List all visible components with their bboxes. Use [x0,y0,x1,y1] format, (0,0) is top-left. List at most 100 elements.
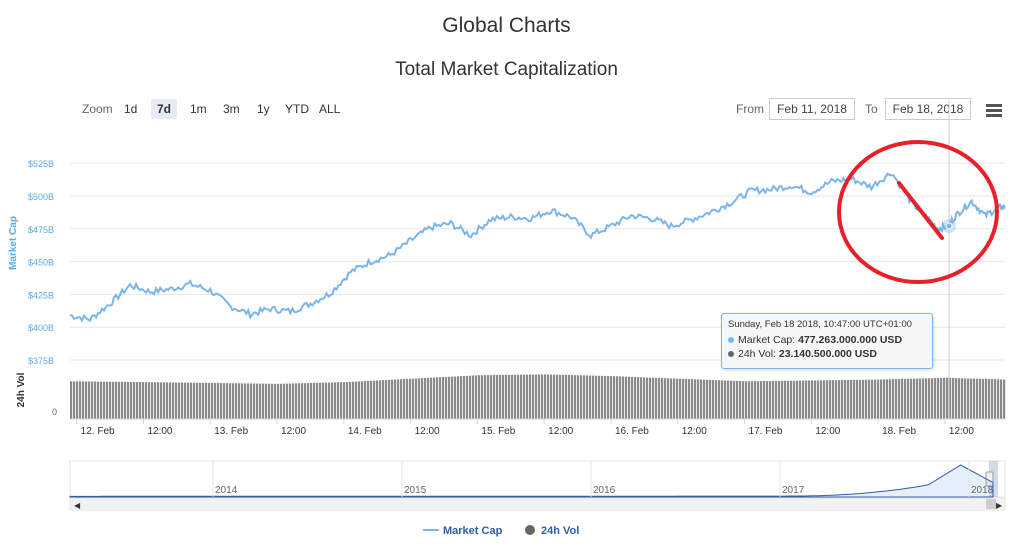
y-tick-label: $500B [28,192,54,202]
volume-bar [151,382,154,419]
volume-bar [499,374,502,419]
volume-bar [604,375,607,419]
hamburger-menu-icon[interactable] [986,104,1002,118]
volume-bar [409,378,412,419]
volume-bar [544,374,547,419]
scroll-left-arrow-icon[interactable]: ◀ [74,501,81,510]
volume-bar [214,383,217,419]
volume-bar [733,380,736,419]
volume-bar [946,377,949,419]
volume-bar [271,383,274,419]
scrollbar-thumb[interactable] [986,499,996,509]
volume-bar [298,383,301,419]
zoom-ytd-button[interactable]: YTD [285,102,309,116]
volume-bar [532,374,535,419]
volume-bar [901,378,904,419]
volume-bar [106,381,109,419]
zoom-1d-button[interactable]: 1d [124,102,138,116]
volume-bar [193,382,196,419]
volume-bar [673,378,676,419]
volume-bar [103,381,106,419]
y-tick-label: $400B [28,323,54,333]
volume-bar [397,379,400,419]
volume-bar [979,378,982,419]
volume-bar [448,376,451,419]
volume-bar [697,379,700,419]
volume-bar [835,380,838,419]
x-tick-label: 14. Feb [348,426,382,437]
volume-bar [130,381,133,419]
from-date-input[interactable]: Feb 11, 2018 [769,98,855,120]
volume-bar [463,376,466,419]
volume-bar [766,380,769,419]
volume-bar [838,380,841,419]
volume-bar [382,380,385,419]
volume-bar [820,380,823,419]
y-tick-label: $525B [28,159,54,169]
volume-bar [142,382,145,419]
volume-bar [358,381,361,419]
volume-bar [868,379,871,419]
y-tick-label: $425B [28,290,54,300]
volume-bar [514,374,517,419]
volume-bar [943,377,946,419]
volume-bar [667,378,670,419]
volume-bar [232,383,235,419]
volume-bar [769,380,772,419]
zoom-1y-button[interactable]: 1y [257,102,270,116]
volume-bar [655,377,658,419]
volume-bar [325,382,328,419]
volume-bar [172,382,175,419]
zoom-all-button[interactable]: ALL [319,102,341,116]
vol-axis-label: 24h Vol [16,372,27,407]
volume-bar [757,381,760,419]
volume-bar [790,380,793,419]
legend-market-cap[interactable]: Market Cap [443,525,503,537]
volume-bar [187,382,190,419]
volume-bar [856,379,859,419]
volume-bar [292,383,295,419]
volume-bar [994,379,997,419]
volume-bar [538,374,541,419]
volume-bar [889,379,892,419]
volume-bars [70,374,1006,419]
volume-bar [880,379,883,419]
volume-bar [199,382,202,419]
volume-bar [205,382,208,419]
legend-vol[interactable]: 24h Vol [541,525,579,537]
volume-bar [79,381,82,419]
x-tick-label: 12. Feb [81,426,115,437]
volume-bar [526,374,529,419]
zoom-7d-button[interactable]: 7d [151,99,178,119]
grid-lines [70,162,1005,361]
volume-bar [799,380,802,419]
zoom-3m-button[interactable]: 3m [223,102,240,116]
scroll-right-arrow-icon[interactable]: ▶ [996,501,1003,510]
volume-bar [625,376,628,419]
volume-bar [877,379,880,419]
volume-bar [646,377,649,419]
zoom-1m-button[interactable]: 1m [190,102,207,116]
navigator-year-label: 2017 [782,485,805,496]
volume-bar [316,382,319,419]
volume-bar [466,375,469,419]
volume-bar [517,374,520,419]
volume-bar [991,379,994,419]
volume-bar [301,383,304,419]
volume-bar [439,377,442,419]
x-tick-label: 17. Feb [749,426,783,437]
volume-bar [346,382,349,419]
volume-bar [148,382,151,419]
volume-bar [664,378,667,419]
volume-bar [634,377,637,419]
scrollbar-track[interactable] [69,497,1006,511]
volume-bar [391,379,394,419]
volume-bar [583,375,586,419]
volume-bar [727,380,730,419]
volume-bar [319,382,322,419]
volume-bar [121,381,124,419]
volume-bar [91,381,94,419]
volume-bar [913,378,916,419]
volume-bar [460,376,463,419]
